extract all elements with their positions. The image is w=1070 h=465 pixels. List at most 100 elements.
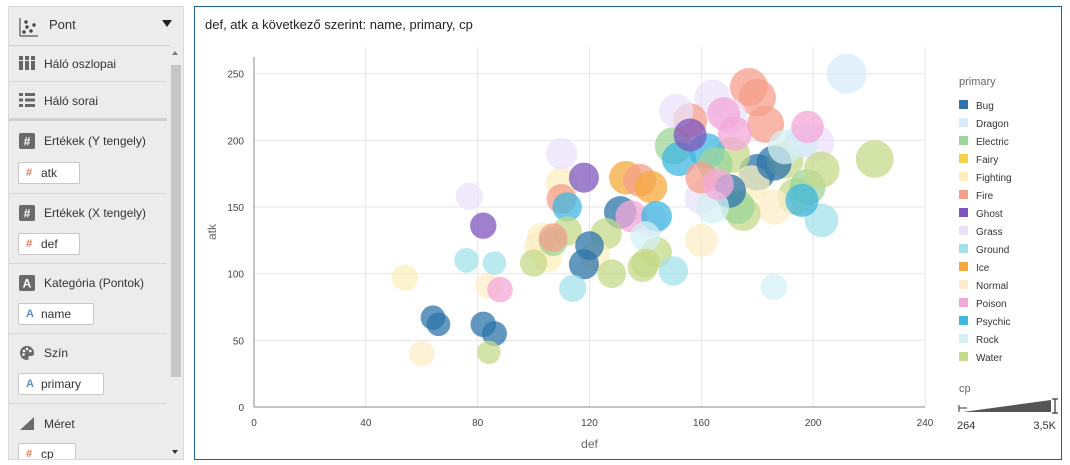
chart-panel: def, atk a következő szerint: name, prim… (194, 6, 1062, 460)
chart-type-dropdown[interactable]: Pont (9, 7, 183, 46)
legend-item-label: Ice (976, 263, 990, 274)
field-pill-label: name (41, 307, 72, 321)
legend-item-label: Dragon (976, 119, 1009, 130)
text-field-icon: A (26, 308, 34, 320)
field-pill-def[interactable]: # def (18, 233, 80, 255)
y-tick-label: 0 (238, 403, 244, 414)
field-wells-scroll: Háló oszlopai Háló sorai # Ertékek (Y te… (9, 45, 169, 460)
y-tick-label: 50 (233, 336, 245, 347)
data-point (785, 183, 819, 217)
hash-icon: # (19, 133, 35, 149)
legend-swatch (959, 244, 968, 253)
text-type-icon: A (19, 275, 35, 291)
scatter-plot: 0 50 100 150 200 250 0 40 80 120 160 200 240 def atk p… (205, 47, 1058, 451)
scroll-up-arrow-icon[interactable] (172, 51, 178, 55)
x-tick-label: 200 (805, 418, 822, 429)
palette-icon (20, 346, 34, 360)
data-point (630, 221, 661, 252)
data-point (707, 97, 741, 131)
size-legend-max-label: 3,5K (1033, 420, 1056, 432)
well-color: Szín A primary (9, 335, 167, 404)
data-point (803, 151, 840, 188)
legend-item-label: Grass (976, 227, 1003, 238)
field-pill-label: cp (41, 447, 54, 460)
field-pill-atk[interactable]: # atk (18, 162, 80, 184)
hash-icon: # (19, 205, 35, 221)
data-point (408, 340, 435, 367)
well-label: Kategória (Pontok) (44, 276, 145, 290)
data-point (538, 223, 568, 253)
legend-swatch (959, 262, 968, 271)
legend-item-label: Psychic (976, 317, 1010, 328)
x-tick-label: 240 (917, 418, 934, 429)
data-point (634, 170, 668, 204)
chevron-down-icon[interactable] (162, 20, 172, 27)
x-tick-label: 80 (472, 418, 484, 429)
data-point (855, 140, 894, 178)
legend-item-label: Fairy (976, 155, 998, 166)
data-point (568, 162, 599, 193)
chart-type-label: Pont (49, 17, 76, 32)
scroll-down-arrow-icon[interactable] (172, 450, 178, 454)
well-label: Méret (44, 417, 75, 431)
data-point (760, 273, 788, 301)
data-point (391, 264, 419, 291)
data-point (684, 223, 718, 257)
well-size: Méret # cp (9, 405, 167, 460)
data-point (454, 248, 479, 273)
x-tick-label: 160 (693, 418, 710, 429)
legend-item-label: Normal (976, 281, 1008, 292)
legend-swatch (959, 154, 968, 163)
size-legend-wedge (963, 400, 1051, 412)
field-well-panel: Pont Háló oszlopai Háló sorai # Ertékek (8, 6, 184, 460)
field-pill-cp[interactable]: # cp (18, 443, 76, 460)
well-label: Ertékek (X tengely) (44, 206, 147, 220)
data-point (519, 249, 548, 277)
size-icon (20, 417, 34, 430)
well-label: Háló oszlopai (44, 57, 117, 71)
scrollbar-thumb[interactable] (171, 65, 181, 377)
x-tick-label: 40 (360, 418, 372, 429)
legend-swatch (959, 136, 968, 145)
grid-rows-icon (19, 93, 35, 107)
text-field-icon: A (26, 378, 34, 390)
data-point (552, 192, 582, 222)
data-point (673, 118, 707, 152)
numeric-field-icon: # (26, 167, 33, 179)
legend-swatch (959, 172, 968, 181)
legend-item-label: Ground (976, 245, 1009, 256)
size-legend-title: cp (959, 383, 971, 395)
y-tick-label: 150 (227, 203, 244, 214)
field-pill-name[interactable]: A name (18, 303, 94, 325)
data-point (470, 212, 497, 239)
legend-swatch (959, 316, 968, 325)
svg-text:#: # (24, 207, 31, 221)
legend-swatch (959, 280, 968, 289)
data-point (482, 251, 507, 275)
svg-text:A: A (23, 277, 32, 291)
scatter-icon (19, 18, 38, 37)
chart-title: def, atk a következő szerint: name, prim… (205, 17, 473, 32)
well-grid-rows[interactable]: Háló sorai (9, 82, 167, 121)
legend-item-label: Ghost (976, 209, 1003, 220)
data-point (487, 276, 513, 303)
x-axis-label: def (581, 437, 598, 451)
well-y-values: # Ertékek (Y tengely) # atk (9, 125, 167, 194)
legend-item-label: Electric (976, 137, 1009, 148)
well-grid-columns[interactable]: Háló oszlopai (9, 45, 167, 82)
data-point (597, 259, 627, 289)
numeric-field-icon: # (26, 448, 33, 460)
well-label: Ertékek (Y tengely) (44, 134, 146, 148)
legend-swatch (959, 100, 968, 109)
field-pill-primary[interactable]: A primary (18, 373, 104, 395)
data-point (631, 248, 660, 278)
legend-swatch (959, 118, 968, 127)
legend-swatch (959, 352, 968, 361)
data-point (559, 274, 587, 302)
legend-swatch (959, 208, 968, 217)
data-point (481, 321, 507, 347)
well-category: A Kategória (Pontok) A name (9, 265, 167, 334)
y-tick-label: 100 (227, 270, 244, 281)
legend-item-label: Fire (976, 191, 994, 202)
data-point (455, 182, 483, 210)
